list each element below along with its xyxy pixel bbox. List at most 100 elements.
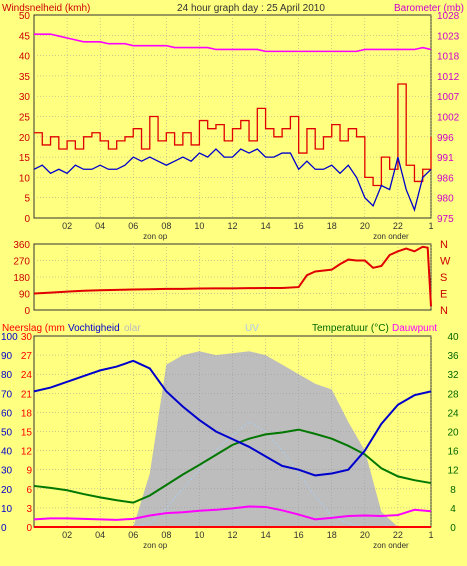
humidity-tick-label: 50 bbox=[1, 428, 13, 439]
temperature-tick-label: 24 bbox=[447, 408, 459, 419]
direction-tick-label: 180 bbox=[13, 273, 30, 284]
direction-line bbox=[33, 245, 432, 307]
uv-line bbox=[34, 421, 431, 528]
temperature-y-ticks: 0 4 8 12 16 20 24 28 32 36 40 bbox=[447, 332, 459, 534]
time-tick-label: 06 bbox=[128, 530, 138, 540]
humidity-tick-label: 90 bbox=[1, 351, 13, 362]
humidity-tick-label: 0 bbox=[1, 523, 7, 534]
wind-series bbox=[33, 33, 432, 212]
wind-tick-label: 10 bbox=[19, 173, 31, 184]
time-tick-label: 02 bbox=[62, 530, 72, 540]
rain-tick-label: 0 bbox=[26, 523, 32, 534]
time-tick-label: 02 bbox=[62, 221, 72, 231]
dewpoint-line bbox=[33, 505, 432, 521]
time-tick-label: 18 bbox=[327, 221, 337, 231]
temperature-x-ticks: 02 04 06 08 10 12 14 16 18 20 22 1 zon op zon onder bbox=[62, 530, 433, 550]
temperature-tick-label: 32 bbox=[447, 370, 459, 381]
time-tick-label: 10 bbox=[194, 221, 204, 231]
time-tick-label: 1 bbox=[428, 530, 433, 540]
compass-tick-label: E bbox=[440, 289, 447, 301]
rain-y-ticks: 0 3 6 9 12 15 18 21 24 27 30 bbox=[21, 332, 33, 534]
temperature-tick-label: 28 bbox=[447, 389, 459, 400]
barometer-y-ticks: 975 980 986 991 996 1002 1007 1012 1018 1023 1028 bbox=[437, 11, 460, 225]
sunset-label: zon onder bbox=[373, 541, 409, 550]
wind-tick-label: 5 bbox=[24, 194, 30, 205]
direction-tick-label: 360 bbox=[13, 240, 30, 251]
wind-axis-label: Windsnelheid (kmh) bbox=[2, 3, 90, 14]
temperature-panel-header: Neerslag (mm Vochtigheid olar UV Temperatuur… bbox=[2, 323, 437, 334]
rain-tick-label: 9 bbox=[26, 466, 32, 477]
barometer-tick-label: 1002 bbox=[437, 113, 460, 124]
solar-axis-label: olar bbox=[124, 323, 141, 334]
temperature-tick-label: 16 bbox=[447, 447, 459, 458]
time-tick-label: 08 bbox=[161, 530, 171, 540]
wind-tick-label: 50 bbox=[19, 11, 31, 22]
humidity-tick-label: 10 bbox=[1, 504, 13, 515]
rain-tick-label: 6 bbox=[26, 485, 32, 496]
humidity-tick-label: 60 bbox=[1, 408, 13, 419]
time-tick-label: 12 bbox=[227, 221, 237, 231]
sunrise-label: zon op bbox=[143, 232, 168, 241]
compass-tick-label: W bbox=[440, 256, 451, 268]
chart-title: 24 hour graph day : 25 April 2010 bbox=[177, 3, 325, 14]
wind-tick-label: 45 bbox=[19, 31, 31, 42]
compass-tick-label: N bbox=[440, 239, 448, 251]
time-tick-label: 12 bbox=[227, 530, 237, 540]
temperature-grid bbox=[34, 336, 432, 527]
barometer-tick-label: 991 bbox=[437, 153, 454, 164]
wind-tick-label: 40 bbox=[19, 52, 31, 63]
time-tick-label: 1 bbox=[428, 221, 433, 231]
humidity-tick-label: 30 bbox=[1, 466, 13, 477]
wind-tick-label: 30 bbox=[19, 92, 31, 103]
wind-tick-label: 0 bbox=[24, 214, 30, 225]
rain-tick-label: 3 bbox=[26, 504, 32, 515]
barometer-tick-label: 1028 bbox=[437, 11, 460, 22]
time-tick-label: 20 bbox=[360, 221, 370, 231]
barometer-axis-label: Barometer (mb) bbox=[394, 3, 464, 14]
humidity-tick-label: 20 bbox=[1, 485, 13, 496]
humidity-tick-label: 100 bbox=[1, 332, 18, 343]
temperature-tick-label: 4 bbox=[450, 504, 456, 515]
wind-tick-label: 15 bbox=[19, 153, 31, 164]
compass-tick-label: S bbox=[440, 272, 447, 284]
wind-gust-line bbox=[34, 83, 432, 187]
time-tick-label: 22 bbox=[393, 530, 403, 540]
temperature-panel: Neerslag (mm Vochtigheid olar UV Temperatuur… bbox=[1, 323, 459, 550]
direction-series bbox=[33, 245, 432, 307]
wind-average-line bbox=[33, 148, 432, 212]
barometer-tick-label: 1023 bbox=[437, 31, 460, 42]
humidity-tick-label: 80 bbox=[1, 370, 13, 381]
temperature-tick-label: 20 bbox=[447, 428, 459, 439]
time-tick-label: 04 bbox=[95, 530, 105, 540]
temperature-tick-label: 40 bbox=[447, 332, 459, 343]
dewpoint-axis-label: Dauwpunt bbox=[392, 323, 437, 334]
wind-x-ticks: 02 04 06 08 10 12 14 16 18 20 22 1 zon op zon onder bbox=[62, 221, 433, 241]
sunset-label: zon onder bbox=[373, 232, 409, 241]
barometer-line bbox=[34, 33, 432, 53]
barometer-tick-label: 975 bbox=[437, 214, 454, 225]
time-tick-label: 16 bbox=[294, 530, 304, 540]
barometer-tick-label: 1012 bbox=[437, 72, 460, 83]
temperature-tick-label: 8 bbox=[450, 485, 456, 496]
time-tick-label: 04 bbox=[95, 221, 105, 231]
wind-tick-label: 35 bbox=[19, 72, 31, 83]
rain-tick-label: 18 bbox=[21, 408, 33, 419]
time-tick-label: 10 bbox=[194, 530, 204, 540]
direction-tick-label: 0 bbox=[24, 306, 30, 317]
time-tick-label: 14 bbox=[261, 530, 271, 540]
time-tick-label: 20 bbox=[360, 530, 370, 540]
barometer-tick-label: 986 bbox=[437, 173, 454, 184]
temperature-line bbox=[33, 428, 432, 504]
barometer-tick-label: 1018 bbox=[437, 52, 460, 63]
direction-tick-label: 270 bbox=[13, 257, 30, 268]
rain-tick-label: 15 bbox=[21, 428, 33, 439]
rain-tick-label: 24 bbox=[21, 370, 33, 381]
time-tick-label: 18 bbox=[327, 530, 337, 540]
time-tick-label: 14 bbox=[261, 221, 271, 231]
rain-tick-label: 12 bbox=[21, 447, 33, 458]
compass-tick-label: N bbox=[440, 305, 448, 317]
temperature-axis-label: Temperatuur (°C) bbox=[312, 323, 389, 334]
